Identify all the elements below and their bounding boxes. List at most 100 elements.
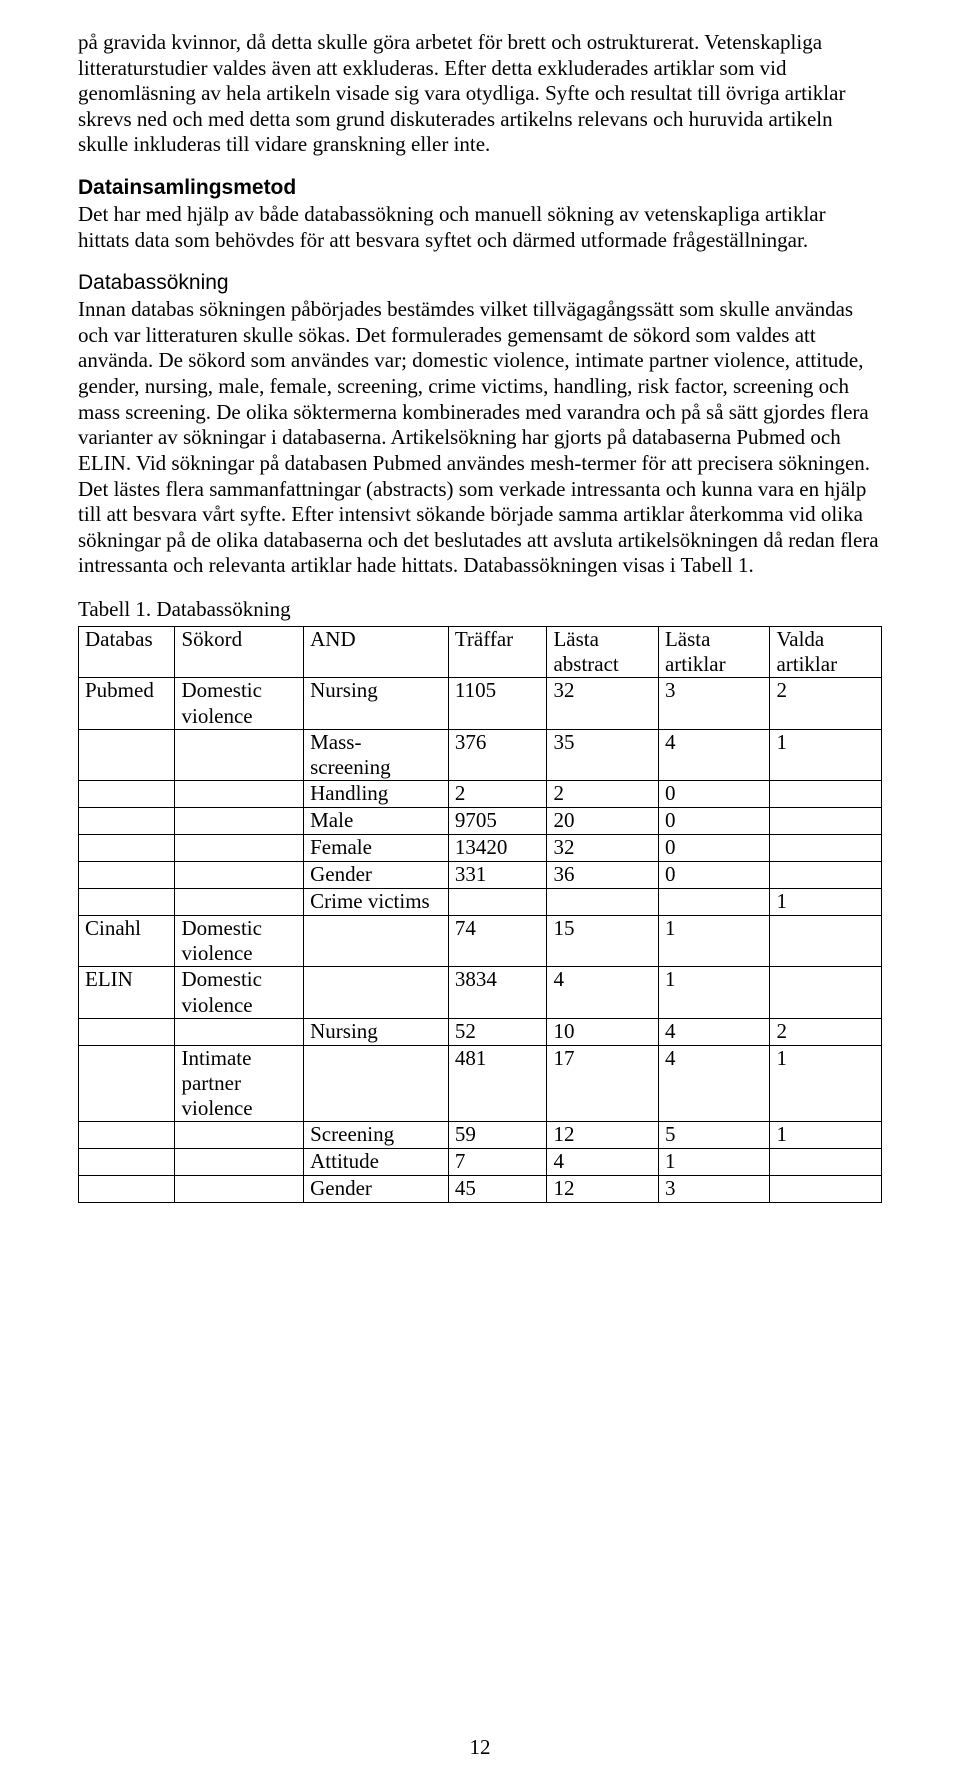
table-cell: Handling — [304, 781, 449, 808]
table-cell — [79, 862, 175, 889]
table-cell: 32 — [547, 835, 658, 862]
table-cell: Female — [304, 835, 449, 862]
table-cell — [79, 1122, 175, 1149]
table-cell: 74 — [448, 916, 547, 967]
table-row: Nursing 52 10 4 2 — [79, 1018, 882, 1045]
table-cell — [79, 835, 175, 862]
table-cell: ELIN — [79, 967, 175, 1018]
table-cell: 15 — [547, 916, 658, 967]
table-cell — [770, 862, 882, 889]
table-cell: 1105 — [448, 678, 547, 729]
table-cell: 59 — [448, 1122, 547, 1149]
table-cell — [175, 781, 304, 808]
table-cell — [770, 808, 882, 835]
table-cell — [79, 729, 175, 780]
table-cell: 2 — [770, 678, 882, 729]
table-cell — [770, 781, 882, 808]
table-cell: Nursing — [304, 1018, 449, 1045]
table-row: Attitude 7 4 1 — [79, 1149, 882, 1176]
table-cell: 20 — [547, 808, 658, 835]
table-cell — [79, 1045, 175, 1122]
table-cell — [175, 729, 304, 780]
table-cell: Nursing — [304, 678, 449, 729]
table-cell: Gender — [304, 1176, 449, 1203]
document-page: på gravida kvinnor, då detta skulle göra… — [0, 0, 960, 1778]
table-cell: 1 — [658, 1149, 769, 1176]
table-cell: 3 — [658, 678, 769, 729]
table-cell — [175, 808, 304, 835]
table-cell — [79, 1149, 175, 1176]
paragraph-1: på gravida kvinnor, då detta skulle göra… — [78, 30, 882, 158]
col-header: Lästa artiklar — [658, 626, 769, 677]
table-cell — [175, 1018, 304, 1045]
table-cell — [175, 835, 304, 862]
table-row: Female 13420 32 0 — [79, 835, 882, 862]
table-cell: 0 — [658, 808, 769, 835]
table-cell: 12 — [547, 1122, 658, 1149]
table-cell — [79, 781, 175, 808]
table-cell: 1 — [770, 1045, 882, 1122]
table-cell: 1 — [770, 729, 882, 780]
table-cell: Mass-screening — [304, 729, 449, 780]
table-row: Intimate partner violence 481 17 4 1 — [79, 1045, 882, 1122]
table-cell: Domestic violence — [175, 678, 304, 729]
table-row: Male 9705 20 0 — [79, 808, 882, 835]
table-cell: Cinahl — [79, 916, 175, 967]
table-cell — [175, 1176, 304, 1203]
table-cell — [79, 1176, 175, 1203]
table-cell — [175, 889, 304, 916]
col-header: Lästa abstract — [547, 626, 658, 677]
database-search-table: Databas Sökord AND Träffar Lästa abstrac… — [78, 626, 882, 1203]
table-cell: Attitude — [304, 1149, 449, 1176]
table-row: Handling 2 2 0 — [79, 781, 882, 808]
table-cell: 35 — [547, 729, 658, 780]
table-cell — [175, 1149, 304, 1176]
table-cell: 2 — [547, 781, 658, 808]
table-cell: 9705 — [448, 808, 547, 835]
col-header: Träffar — [448, 626, 547, 677]
table-cell: Pubmed — [79, 678, 175, 729]
table-cell — [770, 916, 882, 967]
table-cell: 0 — [658, 781, 769, 808]
table-cell — [770, 967, 882, 1018]
table-cell: 2 — [448, 781, 547, 808]
table-cell — [304, 967, 449, 1018]
table-cell: 3 — [658, 1176, 769, 1203]
table-row: Gender 45 12 3 — [79, 1176, 882, 1203]
table-cell: 331 — [448, 862, 547, 889]
table-cell: 1 — [658, 916, 769, 967]
table-row: Pubmed Domestic violence Nursing 1105 32… — [79, 678, 882, 729]
table-cell: 481 — [448, 1045, 547, 1122]
table-cell: Male — [304, 808, 449, 835]
table-cell: 10 — [547, 1018, 658, 1045]
table-cell: 4 — [658, 1018, 769, 1045]
table-cell: 4 — [547, 967, 658, 1018]
table-cell — [304, 916, 449, 967]
paragraph-3: Innan databas sökningen påbörjades bestä… — [78, 297, 882, 579]
table-cell: 17 — [547, 1045, 658, 1122]
page-number: 12 — [0, 1735, 960, 1760]
table-cell: 4 — [547, 1149, 658, 1176]
table-cell: 5 — [658, 1122, 769, 1149]
table-row: ELIN Domestic violence 3834 4 1 — [79, 967, 882, 1018]
col-header: Valda artiklar — [770, 626, 882, 677]
col-header: Sökord — [175, 626, 304, 677]
table-cell — [770, 1149, 882, 1176]
table-cell: Intimate partner violence — [175, 1045, 304, 1122]
table-cell: 4 — [658, 1045, 769, 1122]
table-row: Crime victims 1 — [79, 889, 882, 916]
heading-databassokning: Databassökning — [78, 271, 882, 295]
table-cell: 0 — [658, 835, 769, 862]
table-cell — [175, 862, 304, 889]
table-cell: 32 — [547, 678, 658, 729]
table-row: Gender 331 36 0 — [79, 862, 882, 889]
table-cell: 376 — [448, 729, 547, 780]
table-caption: Tabell 1. Databassökning — [78, 597, 882, 622]
table-cell: 12 — [547, 1176, 658, 1203]
table-cell — [770, 1176, 882, 1203]
col-header: Databas — [79, 626, 175, 677]
table-cell — [79, 1018, 175, 1045]
table-cell: Domestic violence — [175, 967, 304, 1018]
table-cell: Domestic violence — [175, 916, 304, 967]
table-cell — [448, 889, 547, 916]
